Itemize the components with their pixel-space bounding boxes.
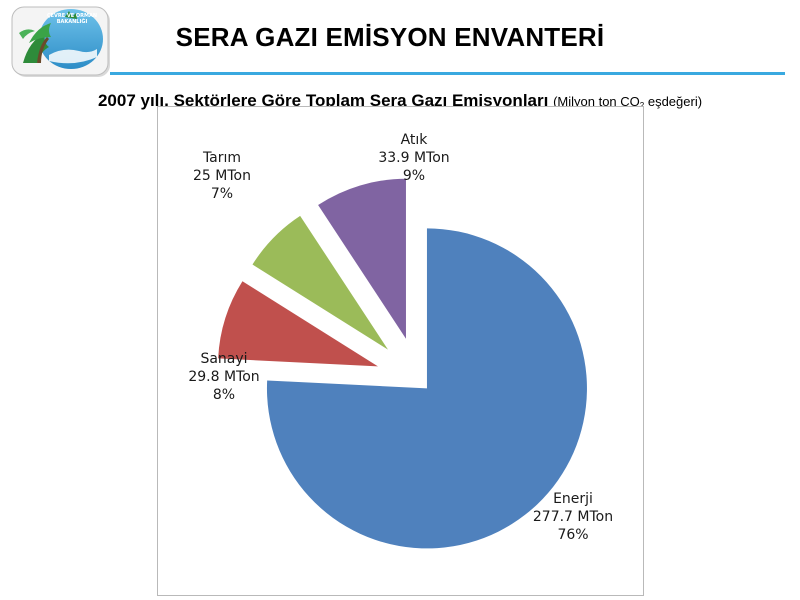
pie-slice-enerji: [266, 228, 587, 549]
title-divider: [110, 72, 785, 75]
pie-slice-sanayi: [218, 281, 378, 367]
chart-area: Enerji 277.7 MTon 76% Sanayi 29.8 MTon 8% Tarı…: [157, 106, 644, 596]
pie-slice-atık: [318, 178, 406, 339]
slice-label-sanayi: Sanayi 29.8 MTon 8%: [188, 351, 259, 403]
page-title: SERA GAZI EMİSYON ENVANTERİ: [175, 22, 605, 52]
subtitle-unit: (Milyon ton CO2 eşdeğeri): [553, 94, 703, 110]
slice-label-enerji: Enerji 277.7 MTon 76%: [533, 491, 613, 543]
slice-label-atık: Atık 33.9 MTon 9%: [378, 132, 449, 184]
chart-subtitle: 2007 yılı, Sektörlere Göre Toplam Sera G…: [0, 91, 800, 111]
unit-suffix: eşdeğeri): [644, 94, 703, 109]
subtitle-main: 2007 yılı, Sektörlere Göre Toplam Sera G…: [97, 91, 549, 110]
slice-label-tarım: Tarım 25 MTon 7%: [193, 150, 251, 202]
svg-text:BAKANLIĞI: BAKANLIĞI: [57, 18, 88, 25]
unit-subscript: 2: [640, 101, 644, 110]
pie-chart: Enerji 277.7 MTon 76% Sanayi 29.8 MTon 8% Tarı…: [188, 132, 613, 549]
svg-text:ÇEVRE VE ORMAN: ÇEVRE VE ORMAN: [47, 13, 97, 19]
unit-prefix: (Milyon ton CO: [553, 94, 640, 109]
ministry-logo: ÇEVRE VE ORMAN BAKANLIĞI: [9, 3, 111, 79]
pie-slice-tarım: [252, 215, 388, 350]
